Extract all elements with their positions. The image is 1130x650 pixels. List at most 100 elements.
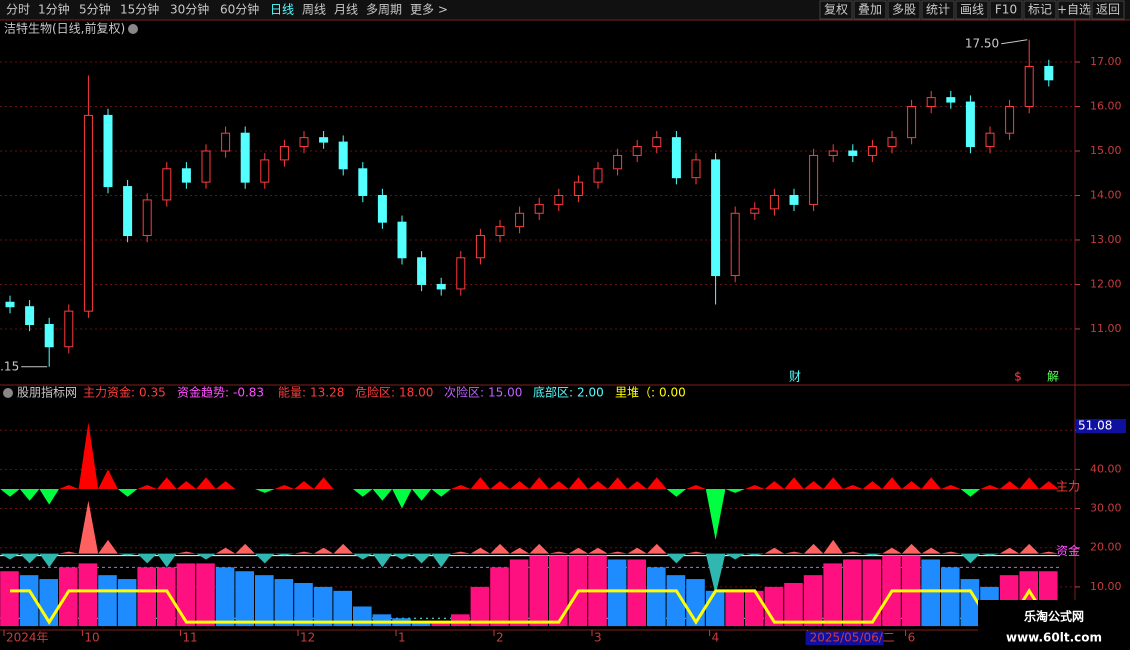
area-segment (725, 553, 745, 560)
candle-body (436, 283, 446, 290)
y-tick-label: 10.00 (1090, 580, 1122, 593)
y-tick-label: 20.00 (1090, 541, 1122, 554)
energy-bar (607, 559, 627, 627)
candle-body (907, 106, 917, 139)
area-segment (59, 551, 79, 554)
candle-body (828, 150, 838, 156)
toolbar-button[interactable]: 画线 (960, 3, 984, 17)
legend-value: 15.00 (488, 386, 522, 400)
energy-bar (0, 571, 19, 627)
candle-body (691, 159, 701, 179)
candle-body (358, 168, 368, 196)
area-segment (627, 481, 647, 489)
toolbar-button[interactable]: 多股 (892, 3, 916, 17)
area-segment (862, 553, 883, 556)
area-segment (157, 553, 177, 568)
area-segment (509, 481, 530, 489)
toolbar-button-frame[interactable] (921, 0, 955, 20)
area-segment (372, 553, 393, 568)
energy-bar (529, 555, 548, 627)
event-marker[interactable]: $ (1014, 370, 1022, 384)
dropdown[interactable] (3, 388, 13, 398)
toolbar-button[interactable]: 返回 (1096, 3, 1120, 17)
toolbar-button-frame[interactable] (1057, 0, 1091, 20)
energy-bar (823, 563, 842, 627)
toolbar-button[interactable]: 叠加 (858, 3, 882, 17)
toolbar-button[interactable]: 复权 (824, 3, 848, 17)
legend-name: 危险区: (355, 385, 395, 400)
candle-body (1005, 106, 1015, 134)
toolbar-button-frame[interactable] (853, 0, 887, 20)
energy-bar (705, 590, 725, 627)
y-tick-label: 14.00 (1090, 188, 1122, 201)
candle-body (123, 186, 133, 237)
area-segment (568, 477, 589, 489)
area-segment (1039, 551, 1059, 554)
indicator-title: 股朋指标网 (17, 385, 77, 400)
candle-body (750, 208, 760, 214)
toolbar-button[interactable]: 更多 > (410, 3, 448, 17)
toolbar-button-frame[interactable] (819, 0, 853, 20)
candle-body (573, 181, 583, 196)
event-marker[interactable]: 财 (789, 370, 801, 384)
area-segment (1019, 543, 1039, 554)
candle-body (965, 101, 975, 148)
toolbar-button[interactable]: 15分钟 (120, 2, 159, 17)
legend-value: -0.83 (233, 386, 264, 400)
x-tick-label: 4 (712, 631, 720, 645)
x-tick-label: 2024年 (6, 631, 49, 645)
energy-bar (294, 582, 313, 627)
area-segment (0, 488, 20, 497)
current-value-box (1076, 418, 1126, 433)
toolbar-button[interactable]: +自选 (1057, 3, 1091, 17)
toolbar-button[interactable]: 日线 (270, 3, 294, 17)
x-tick-label: 2 (496, 631, 504, 645)
energy-bar (157, 567, 176, 627)
toolbar-button[interactable]: 月线 (334, 3, 358, 17)
toolbar-button[interactable]: 分时 (6, 3, 30, 17)
area-segment (470, 477, 491, 489)
energy-bar (803, 575, 823, 627)
toolbar-button[interactable]: 60分钟 (220, 2, 259, 17)
toolbar-button[interactable]: 5分钟 (79, 2, 111, 17)
toolbar-button[interactable]: 周线 (302, 3, 326, 17)
toolbar-button[interactable]: 多周期 (366, 3, 402, 17)
energy-bar (843, 559, 862, 627)
toolbar-button[interactable]: 30分钟 (170, 2, 209, 17)
toolbar-button-frame[interactable] (989, 0, 1023, 20)
toolbar-button-frame[interactable] (955, 0, 989, 20)
area-segment (882, 477, 902, 489)
energy-bar (470, 586, 490, 627)
energy-bar (509, 559, 529, 627)
chart-title: 洁特生物(日线,前复权) (4, 21, 125, 36)
candle-body (201, 150, 211, 183)
event-marker[interactable]: 解 (1047, 370, 1059, 384)
area-segment (607, 477, 628, 489)
candle-body (867, 146, 877, 156)
candle-body (789, 194, 799, 205)
area-segment (823, 539, 843, 554)
area-segment (39, 488, 59, 505)
legend-name: 能量: (278, 386, 306, 400)
toolbar-button-frame[interactable] (887, 0, 921, 20)
candle-body (946, 97, 956, 103)
toolbar-button-frame[interactable] (1091, 0, 1125, 20)
toolbar-button[interactable]: F10 (995, 3, 1017, 17)
legend-name: 主力资金: (83, 385, 135, 400)
area-segment (78, 422, 99, 489)
area-segment (294, 481, 314, 489)
toolbar-button[interactable]: 1分钟 (38, 2, 70, 17)
toolbar-button[interactable]: 统计 (926, 3, 950, 17)
candle-body (926, 97, 936, 108)
candle-body (377, 194, 387, 223)
toolbar-button-frame[interactable] (1023, 0, 1057, 20)
toolbar-button[interactable]: 标记 (1028, 3, 1052, 17)
annotation-arrow (1001, 39, 1028, 45)
area-segment (549, 551, 569, 554)
dropdown[interactable] (128, 24, 138, 34)
legend-value: 0.00 (659, 386, 686, 400)
area-segment (196, 477, 216, 489)
candle-body (181, 168, 191, 183)
candle-body (613, 154, 623, 170)
